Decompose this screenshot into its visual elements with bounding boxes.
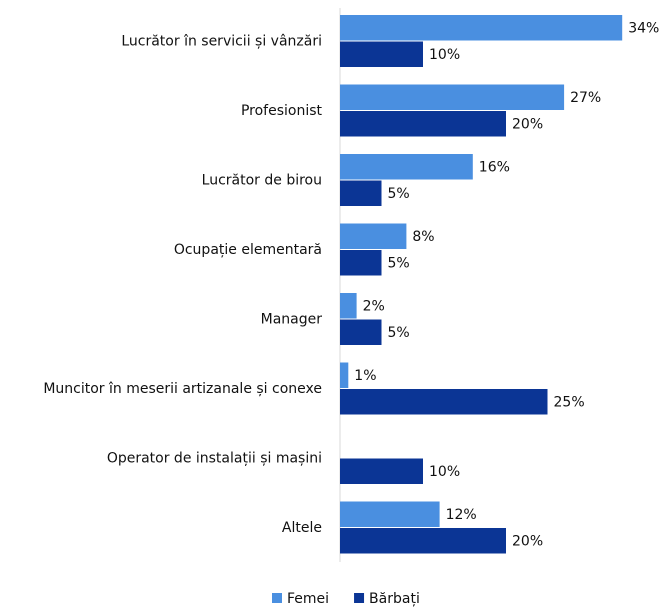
- value-label: 20%: [512, 533, 543, 549]
- bar: [340, 389, 548, 415]
- category-label: Operator de instalații și mașini: [107, 451, 322, 467]
- value-label: 12%: [446, 507, 477, 523]
- value-label: 5%: [388, 255, 410, 271]
- legend-swatch: [354, 593, 365, 603]
- value-label: 5%: [388, 186, 410, 202]
- category-label: Lucrător de birou: [202, 173, 322, 189]
- bar: [340, 501, 440, 527]
- category-label: Manager: [261, 312, 323, 328]
- legend-swatch: [272, 593, 282, 603]
- bar: [340, 319, 382, 345]
- category-label: Altele: [282, 520, 322, 536]
- category-label: Muncitor în meserii artizanale și conexe: [43, 381, 322, 397]
- category-label: Profesionist: [241, 103, 323, 119]
- legend-label: Femei: [287, 591, 329, 607]
- value-label: 27%: [570, 90, 601, 106]
- bar: [340, 250, 382, 276]
- bar: [340, 111, 506, 137]
- bar: [340, 528, 506, 554]
- value-label: 2%: [363, 298, 385, 314]
- bar: [340, 293, 357, 319]
- value-label: 5%: [388, 325, 410, 341]
- category-label: Ocupație elementară: [174, 242, 322, 258]
- value-label: 1%: [354, 368, 376, 384]
- bar: [340, 223, 407, 249]
- bar: [340, 15, 623, 41]
- value-label: 16%: [479, 159, 510, 175]
- legend-label: Bărbați: [369, 591, 420, 607]
- category-label: Lucrător în servicii și vânzări: [121, 34, 322, 50]
- bar: [340, 458, 423, 484]
- bar: [340, 180, 382, 206]
- value-label: 8%: [412, 229, 434, 245]
- value-label: 10%: [429, 47, 460, 63]
- bar: [340, 84, 565, 110]
- value-label: 25%: [554, 394, 585, 410]
- bar: [340, 362, 349, 388]
- value-label: 10%: [429, 464, 460, 480]
- bar: [340, 154, 473, 180]
- value-label: 34%: [628, 20, 659, 36]
- bar: [340, 41, 423, 67]
- value-label: 20%: [512, 116, 543, 132]
